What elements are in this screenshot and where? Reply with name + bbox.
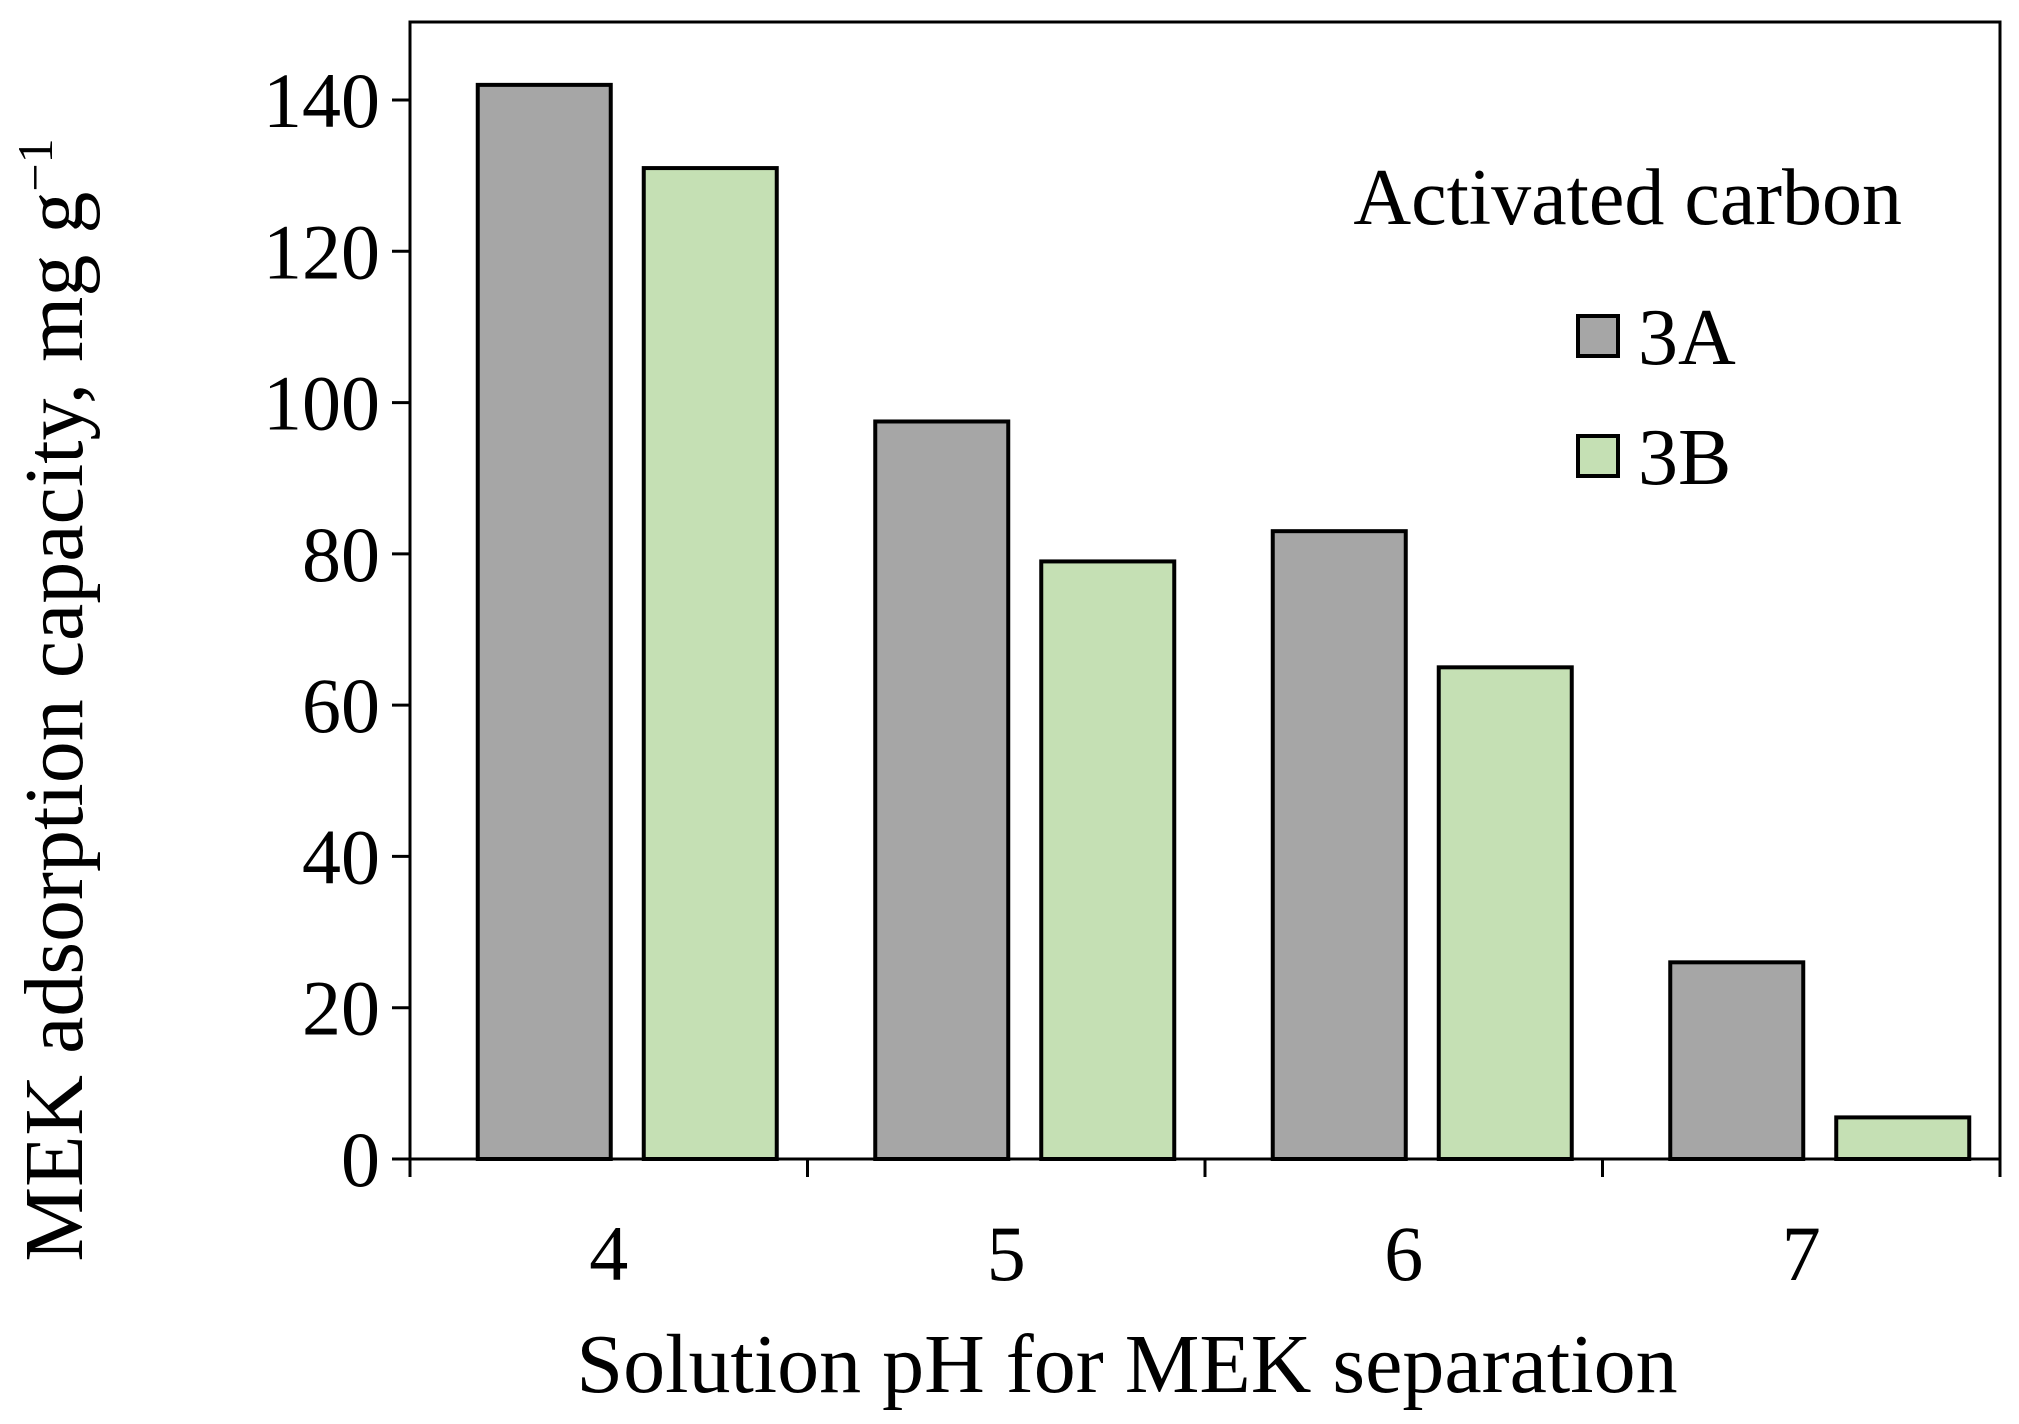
y-tick-label: 80 — [302, 511, 380, 598]
legend-label-3a: 3A — [1638, 294, 1736, 382]
bar-3b-ph-6 — [1436, 665, 1574, 1161]
y-axis-title: MEK adsorption capacity, mg g−1 — [7, 138, 101, 1261]
bar-3a-ph-4 — [475, 82, 613, 1161]
x-tick-label: 6 — [1384, 1210, 1423, 1297]
bar-3a-ph-6 — [1270, 529, 1408, 1161]
x-axis-title: Solution pH for MEK separation — [576, 1318, 1677, 1411]
bar-3b-ph-4 — [641, 166, 779, 1162]
legend-swatch-3a — [1576, 314, 1620, 358]
x-tick-label: 5 — [987, 1210, 1026, 1297]
legend: Activated carbon 3A 3B — [1353, 154, 1902, 502]
legend-swatch-3b — [1576, 434, 1620, 478]
bar-3b-ph-7 — [1834, 1115, 1972, 1162]
y-tick-label: 20 — [302, 965, 380, 1052]
x-tick-label: 4 — [589, 1210, 628, 1297]
x-tick-label: 7 — [1782, 1210, 1821, 1297]
bar-3a-ph-7 — [1668, 960, 1806, 1161]
y-tick-label: 120 — [263, 208, 380, 295]
bar-3a-ph-5 — [873, 419, 1011, 1162]
y-tick-label: 140 — [263, 57, 380, 144]
y-tick-label: 60 — [302, 662, 380, 749]
y-tick-label: 40 — [302, 813, 380, 900]
legend-title: Activated carbon — [1353, 154, 1902, 242]
x-axis: 4 5 6 7 — [408, 1159, 2002, 1297]
y-tick-label: 100 — [263, 360, 380, 447]
y-axis-title-superscript: −1 — [7, 138, 63, 191]
legend-label-3b: 3B — [1638, 414, 1731, 502]
y-axis: 0 20 40 60 80 100 120 140 — [263, 57, 410, 1203]
bars-group — [475, 82, 1972, 1162]
bar-3b-ph-5 — [1039, 559, 1177, 1161]
y-axis-title-main: MEK adsorption capacity, mg g — [8, 192, 101, 1262]
y-tick-label: 0 — [341, 1116, 380, 1203]
